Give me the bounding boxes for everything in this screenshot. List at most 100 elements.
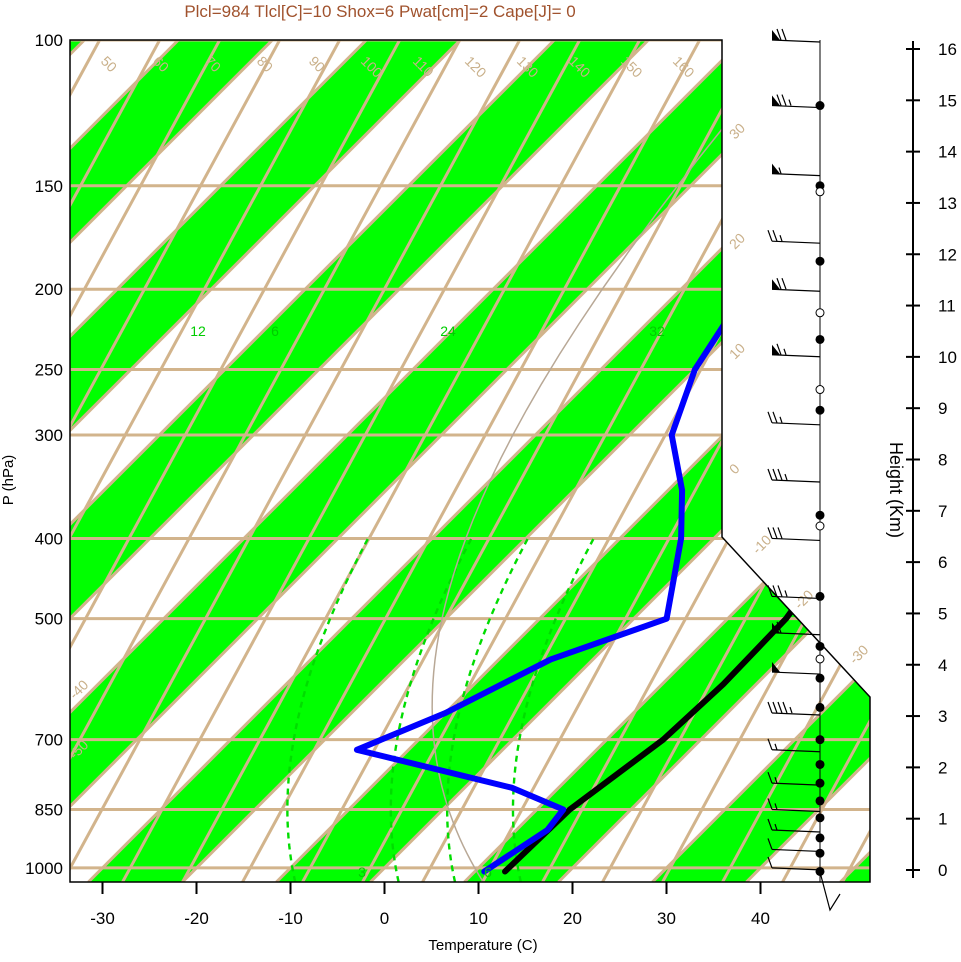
- wind-barb: [771, 343, 821, 358]
- barb-shaft: [771, 595, 821, 600]
- isotherm-label: 160: [670, 53, 698, 81]
- barb-shaft: [771, 782, 821, 786]
- barb-pennant: [772, 163, 780, 174]
- barb-shaft: [771, 354, 821, 358]
- wind-barb: [767, 771, 821, 786]
- height-marker-filled: [815, 778, 825, 788]
- barb-flag: [782, 701, 788, 714]
- height-tick-label: 3: [938, 707, 947, 726]
- barb-flag: [767, 411, 773, 424]
- dry-adiabat: [568, 40, 870, 882]
- dry-adiabat: [328, 40, 870, 882]
- parcel-path: [431, 40, 796, 882]
- wind-barbs: [767, 28, 841, 912]
- wind-barb: [767, 838, 821, 853]
- barb-flag: [772, 411, 778, 424]
- barb-shaft: [771, 39, 821, 43]
- height-marker-open: [815, 654, 825, 664]
- isotherm-line: [463, 40, 870, 882]
- barb-shaft: [771, 712, 821, 716]
- barb-shaft: [771, 867, 821, 871]
- wind-barb: [767, 798, 821, 813]
- surface-barb: [819, 871, 841, 912]
- chart-title: Plcl=984 Tlcl[C]=10 Shox=6 Pwat[cm]=2 Ca…: [184, 2, 575, 21]
- height-tick-label: 2: [938, 758, 947, 777]
- wind-barb: [771, 28, 821, 43]
- dry-adiabat: [388, 40, 870, 882]
- barb-flag: [772, 701, 778, 714]
- p-tick-label: 400: [35, 529, 63, 548]
- wind-barb: [767, 230, 821, 244]
- isotherm-label: -30: [846, 641, 872, 667]
- isotherm-label: 120: [462, 53, 490, 81]
- barb-shaft: [771, 808, 821, 813]
- barb-shaft: [771, 479, 821, 483]
- isotherm-band: [70, 40, 837, 882]
- barb-half-flag: [779, 235, 783, 242]
- dry-adiabat: [208, 40, 870, 882]
- barb-half-flag: [784, 590, 788, 597]
- p-tick-label: 1000: [25, 859, 63, 878]
- barb-pennant: [772, 30, 780, 40]
- height-marker-filled: [815, 101, 825, 111]
- isotherm-line: [557, 40, 870, 882]
- wind-barb: [767, 856, 821, 871]
- isotherm-label: 0: [726, 460, 743, 477]
- height-tick-label: 9: [938, 399, 947, 418]
- isotherm-label: 20: [726, 230, 748, 252]
- height-tick-label: 15: [938, 91, 957, 110]
- barb-flag: [777, 701, 783, 714]
- height-marker-filled: [815, 641, 825, 651]
- y-axis-title: P (hPa): [0, 455, 17, 506]
- barb-shaft: [771, 632, 821, 636]
- barb-flag: [781, 94, 787, 106]
- dry-adiabat: [88, 40, 870, 882]
- isotherm-line: [70, 40, 556, 882]
- height-tick-label: 5: [938, 604, 947, 623]
- isotherm-line: [70, 40, 838, 882]
- barb-shaft: [771, 537, 821, 542]
- barb-half-flag: [774, 823, 778, 831]
- mixing-ratio-label: 24: [440, 323, 456, 339]
- height-tick-label: 8: [938, 451, 947, 470]
- height-tick-label: 13: [938, 194, 957, 213]
- wind-barb: [767, 738, 821, 753]
- barb-pennant: [772, 662, 780, 673]
- height-marker-filled: [815, 702, 825, 712]
- dry-adiabat: [628, 40, 870, 882]
- barb-flag: [767, 468, 773, 481]
- dry-adiabat: [930, 0, 961, 942]
- dry-adiabat: [868, 40, 870, 882]
- barb-shaft: [771, 848, 821, 853]
- height-tick-label: 1: [938, 810, 947, 829]
- x-tick-label: -20: [184, 909, 209, 928]
- isotherm-band: [464, 40, 870, 882]
- wind-barb: [771, 621, 821, 636]
- p-tick-label: 200: [35, 280, 63, 299]
- dry-adiabat: [508, 40, 870, 882]
- isotherm-line: [651, 40, 870, 882]
- dry-adiabat: [268, 40, 870, 882]
- x-tick-label: 30: [657, 909, 676, 928]
- isotherm-label: 90: [306, 53, 328, 75]
- wind-barb: [767, 585, 821, 600]
- barb-pennant: [772, 279, 780, 290]
- x-tick-label: -30: [90, 909, 115, 928]
- height-axis-title: Height (Km): [886, 442, 906, 538]
- height-tick-label: 10: [938, 348, 957, 367]
- moist-adiabat-line: [511, 537, 595, 882]
- p-tick-label: 250: [35, 360, 63, 379]
- isotherm-line: [275, 40, 870, 882]
- x-tick-label: 0: [380, 909, 389, 928]
- barb-flag: [776, 28, 782, 41]
- barb-flag: [767, 738, 773, 750]
- height-marker-filled: [815, 848, 825, 858]
- moist-adiabat-line: [286, 537, 370, 882]
- isotherm-line: [70, 40, 274, 882]
- barb-flag: [767, 818, 773, 831]
- height-tick-label: 6: [938, 553, 947, 572]
- mixing-ratio-label: 12: [190, 323, 206, 339]
